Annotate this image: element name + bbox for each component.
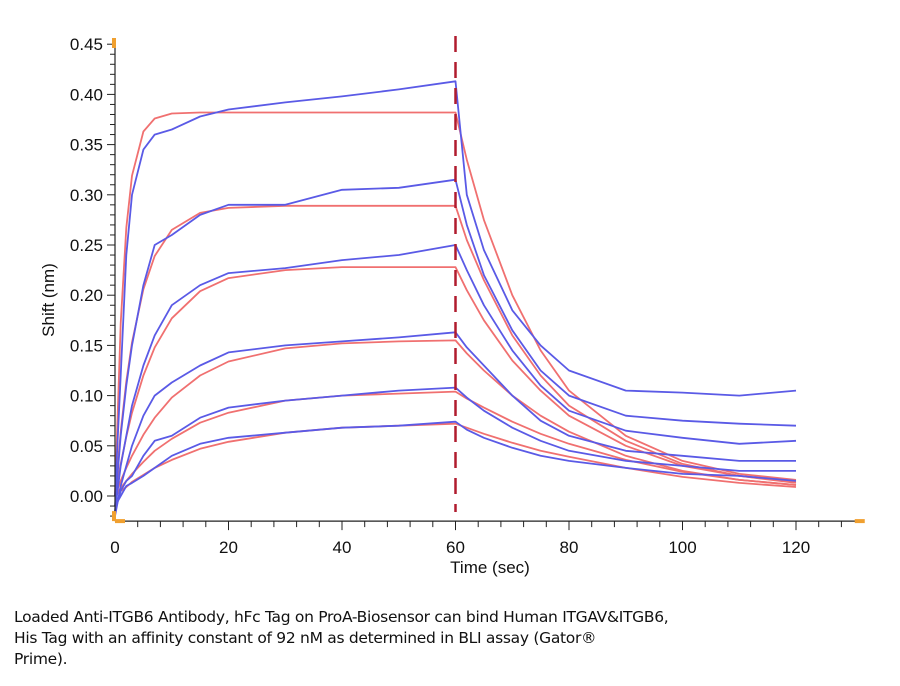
raw-curve-5: [114, 386, 796, 512]
x-tick-label: 120: [782, 538, 810, 557]
raw-curve-1: [114, 80, 797, 497]
y-tick-label: 0.20: [70, 286, 103, 305]
fit-curve-1: [114, 111, 797, 497]
x-tick-label: 20: [219, 538, 238, 557]
figure-caption: Loaded Anti-ITGB6 Antibody, hFc Tag on P…: [14, 607, 854, 670]
raw-curve-3: [114, 244, 797, 512]
y-tick-label: 0.40: [70, 85, 103, 104]
raw-curve-6: [114, 420, 797, 507]
x-tick-label: 40: [333, 538, 352, 557]
y-tick-label: 0.35: [70, 136, 103, 155]
x-axis-start-marker: [115, 519, 125, 524]
x-tick-label: 60: [446, 538, 465, 557]
y-tick-label: 0.25: [70, 236, 103, 255]
x-tick-label: 80: [560, 538, 579, 557]
bli-sensorgram-chart: 0.00 0.05 0.10 0.15 0.20 0.25 0.30 0.35 0.40 0.45…: [39, 35, 865, 577]
caption-line-2: His Tag with an affinity constant of 92 …: [14, 629, 597, 647]
x-tick-label: 100: [668, 538, 696, 557]
x-axis-end-marker: [854, 519, 865, 524]
y-tick-label: 0.00: [70, 487, 103, 506]
y-tick-label: 0.15: [70, 336, 103, 355]
raw-curve-4: [114, 331, 796, 517]
caption-line-1: Loaded Anti-ITGB6 Antibody, hFc Tag on P…: [14, 608, 669, 626]
raw-curve-2: [114, 178, 797, 507]
fit-curve-5: [114, 390, 797, 497]
y-axis-end-marker: [112, 38, 116, 48]
y-tick-label: 0.45: [70, 35, 103, 54]
y-axis-title: Shift (nm): [39, 263, 58, 337]
y-tick-label: 0.30: [70, 186, 103, 205]
y-axis-start-marker: [112, 511, 116, 522]
fit-curve-3: [114, 266, 797, 497]
caption-line-3: Prime).: [14, 650, 68, 668]
x-tick-label: 0: [110, 538, 119, 557]
x-axis-title: Time (sec): [450, 558, 530, 577]
y-tick-label: 0.10: [70, 387, 103, 406]
y-tick-label: 0.05: [70, 437, 103, 456]
